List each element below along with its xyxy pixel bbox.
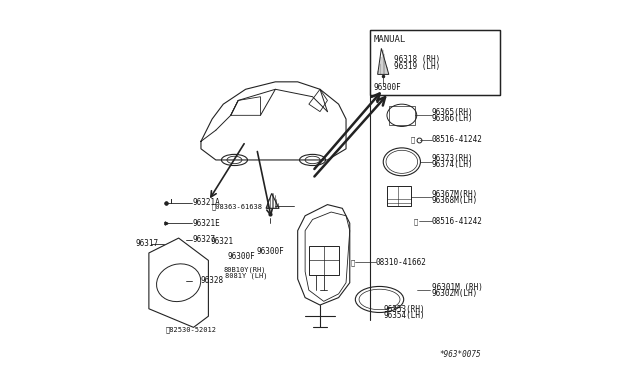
Text: 96319 (LH): 96319 (LH) [394, 62, 441, 71]
Ellipse shape [221, 154, 248, 166]
Text: 96302M(LH): 96302M(LH) [431, 289, 478, 298]
Text: 96317: 96317 [136, 239, 159, 248]
Bar [387, 186, 411, 206]
Text: 08310-41662: 08310-41662 [376, 258, 427, 267]
Text: 96373(RH): 96373(RH) [431, 154, 473, 163]
Text: 96321: 96321 [211, 237, 234, 246]
Text: 96353(RH): 96353(RH) [383, 305, 425, 314]
Text: 96365(RH): 96365(RH) [431, 108, 473, 117]
Text: 96301M (RH): 96301M (RH) [431, 283, 483, 292]
Text: 96318 (RH): 96318 (RH) [394, 55, 441, 64]
Text: 80B10Y(RH): 80B10Y(RH) [223, 266, 266, 273]
Text: 96328: 96328 [201, 276, 224, 285]
Text: 08516-41242: 08516-41242 [431, 217, 483, 226]
Text: Ⓢ: Ⓢ [411, 136, 415, 143]
Text: Ⓢ08363-61638: Ⓢ08363-61638 [211, 203, 262, 210]
Text: 96300F: 96300F [374, 83, 402, 92]
Ellipse shape [157, 264, 201, 302]
Text: 96300F: 96300F [257, 247, 285, 256]
Ellipse shape [227, 156, 242, 164]
Text: 96300F: 96300F [227, 252, 255, 261]
Text: 96368M(LH): 96368M(LH) [431, 196, 478, 205]
Ellipse shape [305, 156, 320, 164]
Ellipse shape [355, 286, 404, 312]
Bar [370, 30, 500, 95]
Text: 96354(LH): 96354(LH) [383, 311, 425, 320]
Ellipse shape [383, 148, 420, 176]
Text: Ⓢ: Ⓢ [413, 218, 418, 225]
Text: Ⓢ82530-52012: Ⓢ82530-52012 [166, 326, 216, 333]
Text: MANUAL: MANUAL [374, 35, 406, 44]
Text: *963*0075: *963*0075 [439, 350, 481, 359]
Ellipse shape [386, 150, 418, 173]
Ellipse shape [300, 154, 326, 166]
Text: 96327: 96327 [193, 235, 216, 244]
Text: 96366(LH): 96366(LH) [431, 114, 473, 123]
Text: 8081Y (LH): 8081Y (LH) [225, 273, 268, 279]
Bar [309, 246, 339, 275]
Text: 08516-41242: 08516-41242 [431, 135, 483, 144]
Text: Ⓢ: Ⓢ [350, 259, 355, 266]
Bar [389, 106, 415, 125]
Text: 96321A: 96321A [193, 198, 221, 207]
Ellipse shape [387, 104, 417, 126]
Text: 96374(LH): 96374(LH) [431, 160, 473, 169]
Text: 96321E: 96321E [193, 219, 221, 228]
Text: 96367M(RH): 96367M(RH) [431, 190, 478, 199]
Ellipse shape [359, 289, 400, 310]
